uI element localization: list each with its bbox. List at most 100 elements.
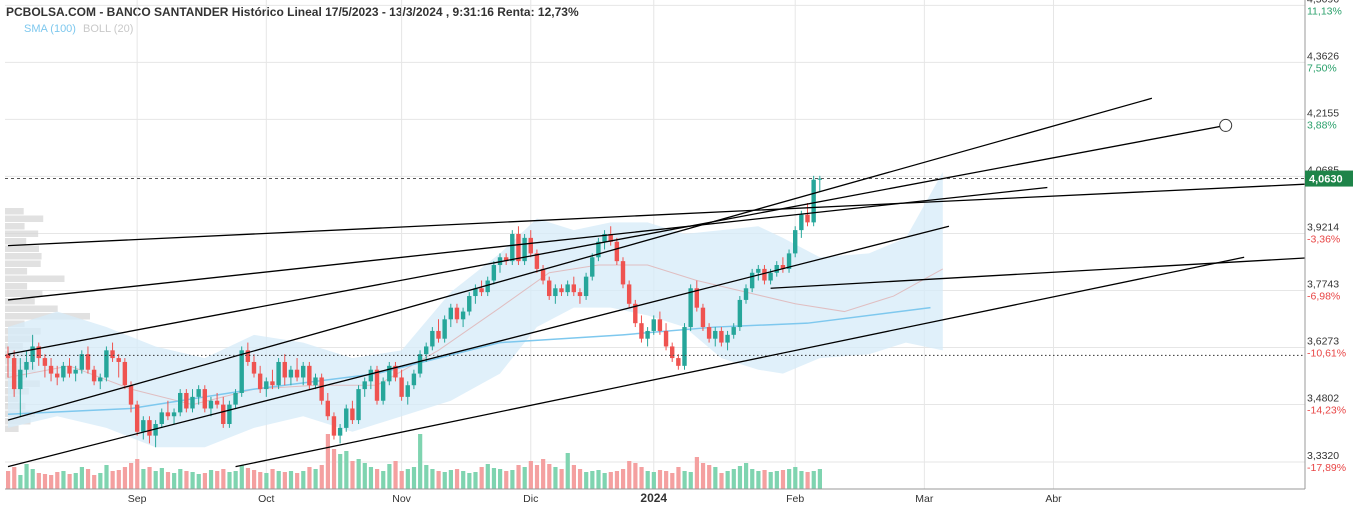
- volume-bar: [282, 472, 287, 489]
- indicator-boll-label[interactable]: BOLL (20): [83, 23, 134, 35]
- volume-profile-bar: [5, 238, 27, 245]
- candle: [731, 327, 736, 335]
- volume-bar: [362, 463, 367, 489]
- volume-bar: [18, 475, 23, 489]
- candle: [85, 354, 91, 370]
- sma-line: [7, 306, 931, 416]
- volume-bar: [276, 471, 281, 489]
- y-tick-label: 3,7743: [1307, 278, 1339, 290]
- volume-bar: [694, 457, 699, 489]
- volume-bar: [172, 473, 177, 489]
- volume-bar: [448, 470, 453, 489]
- volume-bar: [24, 464, 29, 489]
- volume-bar: [713, 467, 718, 489]
- candle: [688, 288, 693, 328]
- volume-bar: [676, 467, 681, 489]
- candle: [264, 381, 269, 390]
- volume-bar: [430, 469, 435, 489]
- y-tick-label: 3,9214: [1307, 221, 1339, 233]
- volume-bar: [116, 470, 121, 489]
- trendline: [770, 257, 1305, 289]
- trendline: [7, 186, 1048, 301]
- candle: [799, 214, 804, 231]
- volume-bar: [436, 471, 441, 489]
- candle: [42, 358, 48, 366]
- indicator-sma-label[interactable]: SMA (100): [24, 23, 76, 35]
- candle: [657, 319, 663, 331]
- x-tick-label: Abr: [1045, 493, 1062, 505]
- y-tick-percent: 11,13%: [1307, 5, 1342, 17]
- volume-bar: [375, 469, 380, 489]
- last-price-badge: 4,0630: [1305, 170, 1353, 187]
- volume-bar: [184, 471, 189, 489]
- volume-bar: [627, 461, 632, 489]
- volume-bar: [110, 471, 115, 489]
- volume-bar: [381, 471, 386, 489]
- candle: [424, 346, 429, 355]
- volume-bar: [301, 471, 306, 489]
- volume-profile-bar: [5, 268, 28, 275]
- candle: [30, 346, 35, 362]
- y-tick-percent: -3,36%: [1307, 233, 1340, 245]
- volume-bar: [479, 467, 484, 489]
- candle: [24, 361, 29, 370]
- candle: [454, 307, 460, 320]
- volume-profile-bar: [5, 275, 65, 282]
- candle: [11, 358, 17, 390]
- candle: [528, 237, 533, 254]
- volume-bar: [270, 469, 275, 489]
- candle: [516, 234, 521, 262]
- volume-bar: [602, 473, 607, 489]
- candle: [374, 369, 380, 401]
- trendline: [7, 124, 1226, 355]
- volume-profile-bar: [5, 260, 41, 267]
- volume-bar: [793, 467, 798, 489]
- candle: [411, 373, 417, 386]
- candle: [221, 404, 226, 424]
- volume-bar: [202, 473, 207, 489]
- candle: [768, 272, 773, 281]
- candle: [756, 268, 761, 273]
- candle: [620, 261, 626, 285]
- candle: [713, 330, 718, 339]
- y-tick-percent: -6,98%: [1307, 290, 1340, 302]
- volume-bar: [528, 461, 533, 489]
- volume-bar: [498, 469, 503, 489]
- volume-bar: [418, 434, 423, 489]
- candle: [239, 350, 244, 393]
- volume-profile-bar: [5, 253, 42, 260]
- candle: [442, 319, 447, 339]
- volume-bar: [541, 459, 546, 489]
- volume-bar: [49, 475, 54, 489]
- candle: [503, 257, 509, 262]
- candle: [227, 404, 232, 424]
- volume-profile-bar: [5, 320, 25, 327]
- volume-bar: [799, 471, 804, 489]
- x-tick-label: Dic: [523, 493, 538, 505]
- volume-bar: [768, 472, 773, 489]
- volume-bar: [73, 473, 78, 489]
- y-tick-label: 3,3320: [1307, 450, 1339, 462]
- candle: [55, 373, 60, 378]
- x-tick-label: Sep: [128, 493, 147, 505]
- volume-bar: [817, 469, 822, 489]
- candle: [48, 365, 54, 374]
- candle: [479, 288, 484, 293]
- candle: [577, 292, 583, 297]
- volume-bar: [405, 469, 410, 489]
- candle: [159, 412, 164, 424]
- volume-profile-bar: [5, 245, 39, 252]
- volume-bar: [258, 472, 263, 489]
- candle: [467, 296, 472, 312]
- volume-bar: [787, 469, 792, 489]
- volume-bar: [79, 467, 84, 489]
- candle: [184, 392, 189, 409]
- volume-bar: [467, 473, 472, 489]
- last-price-box: [1305, 170, 1353, 187]
- volume-bar: [639, 467, 644, 489]
- volume-bar: [307, 467, 312, 489]
- volume-bar: [85, 469, 91, 489]
- volume-bar: [350, 461, 355, 489]
- y-tick-label: 4,5096: [1307, 0, 1339, 5]
